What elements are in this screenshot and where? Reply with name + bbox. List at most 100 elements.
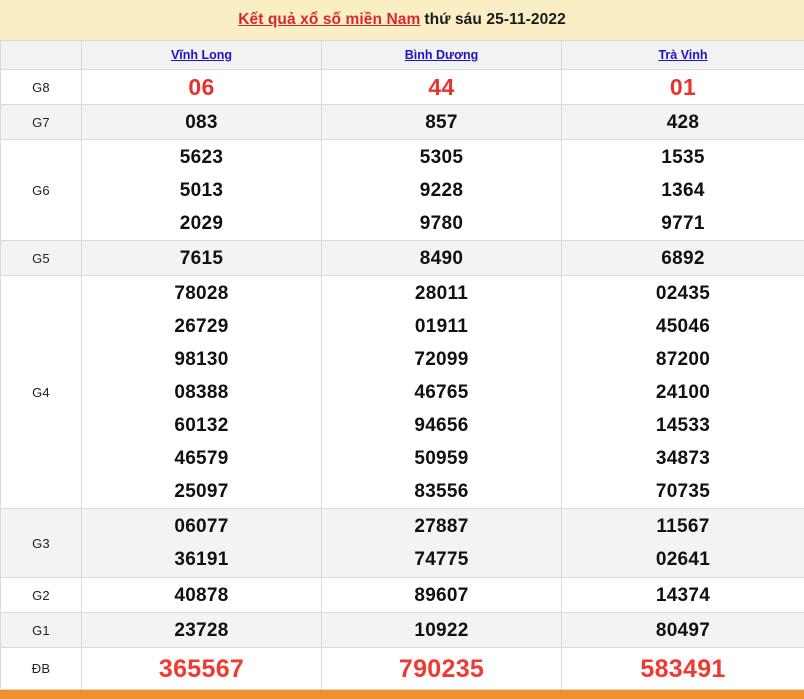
header-row: Vĩnh Long Bình Dương Trà Vinh	[1, 41, 804, 70]
prize-number: 83556	[322, 475, 561, 508]
prize-label: ĐB	[1, 648, 82, 690]
prize-numbers-cell: 89607	[322, 578, 562, 613]
prize-number: 2029	[82, 207, 321, 240]
prize-numbers-cell: 01	[562, 70, 804, 105]
prize-number: 60132	[82, 409, 321, 442]
prize-numbers-cell: 083	[82, 105, 322, 140]
prize-numbers-cell: 80497	[562, 613, 804, 648]
province-link-tra-vinh[interactable]: Trà Vinh	[658, 48, 707, 62]
prize-number: 27887	[322, 510, 561, 543]
prize-numbers-cell: 7615	[82, 241, 322, 276]
prize-number: 583491	[562, 649, 804, 689]
page-title-main: Kết quả xổ số miền Nam	[238, 11, 420, 28]
prize-numbers-cell: 10922	[322, 613, 562, 648]
prize-number: 7615	[82, 242, 321, 275]
column-header-vinh-long: Vĩnh Long	[82, 41, 322, 70]
prize-number: 8490	[322, 242, 561, 275]
prize-number: 1364	[562, 174, 804, 207]
prize-number: 5623	[82, 141, 321, 174]
column-header-tra-vinh: Trà Vinh	[562, 41, 804, 70]
prize-numbers-cell: 14374	[562, 578, 804, 613]
prize-number: 428	[562, 106, 804, 139]
prize-numbers-cell: 40878	[82, 578, 322, 613]
province-link-binh-duong[interactable]: Bình Dương	[405, 48, 478, 62]
prize-number: 9780	[322, 207, 561, 240]
prize-label: G8	[1, 70, 82, 105]
prize-label: G3	[1, 509, 82, 578]
prize-numbers-cell: 790235	[322, 648, 562, 690]
prize-number: 790235	[322, 649, 561, 689]
prize-number: 80497	[562, 614, 804, 647]
prize-number: 28011	[322, 277, 561, 310]
prize-number: 98130	[82, 343, 321, 376]
table-header: Vĩnh Long Bình Dương Trà Vinh	[1, 41, 804, 70]
prize-number: 083	[82, 106, 321, 139]
prize-label: G4	[1, 276, 82, 509]
prize-numbers-cell: 583491	[562, 648, 804, 690]
prize-number: 46579	[82, 442, 321, 475]
prize-label: G5	[1, 241, 82, 276]
prize-label: G1	[1, 613, 82, 648]
prize-number: 89607	[322, 579, 561, 612]
prize-number: 94656	[322, 409, 561, 442]
prize-numbers-cell: 06	[82, 70, 322, 105]
prize-label: G6	[1, 140, 82, 241]
prize-number: 11567	[562, 510, 804, 543]
prize-number: 08388	[82, 376, 321, 409]
prize-number: 25097	[82, 475, 321, 508]
prize-number: 06	[82, 70, 321, 104]
prize-number: 23728	[82, 614, 321, 647]
prize-number: 87200	[562, 343, 804, 376]
prize-number: 78028	[82, 277, 321, 310]
prize-number: 02435	[562, 277, 804, 310]
prize-number: 9771	[562, 207, 804, 240]
prize-number: 5305	[322, 141, 561, 174]
prize-number: 70735	[562, 475, 804, 508]
province-link-vinh-long[interactable]: Vĩnh Long	[171, 48, 232, 62]
prize-number: 02641	[562, 543, 804, 576]
prize-label: G7	[1, 105, 82, 140]
prize-number: 72099	[322, 343, 561, 376]
prize-numbers-cell: 23728	[82, 613, 322, 648]
prize-number: 1535	[562, 141, 804, 174]
prize-number: 01	[562, 70, 804, 104]
prize-number: 45046	[562, 310, 804, 343]
prize-number: 74775	[322, 543, 561, 576]
prize-numbers-cell: 6892	[562, 241, 804, 276]
prize-number: 34873	[562, 442, 804, 475]
prize-number: 14533	[562, 409, 804, 442]
prize-number: 9228	[322, 174, 561, 207]
prize-numbers-cell: 365567	[82, 648, 322, 690]
prize-number: 01911	[322, 310, 561, 343]
page-title-date: thứ sáu 25-11-2022	[424, 11, 565, 28]
prize-number: 10922	[322, 614, 561, 647]
prize-numbers-cell: 8490	[322, 241, 562, 276]
prize-number: 14374	[562, 579, 804, 612]
prize-number: 36191	[82, 543, 321, 576]
corner-cell	[1, 41, 82, 70]
prize-number: 40878	[82, 579, 321, 612]
column-header-binh-duong: Bình Dương	[322, 41, 562, 70]
prize-number: 6892	[562, 242, 804, 275]
prize-number: 857	[322, 106, 561, 139]
prize-number: 5013	[82, 174, 321, 207]
